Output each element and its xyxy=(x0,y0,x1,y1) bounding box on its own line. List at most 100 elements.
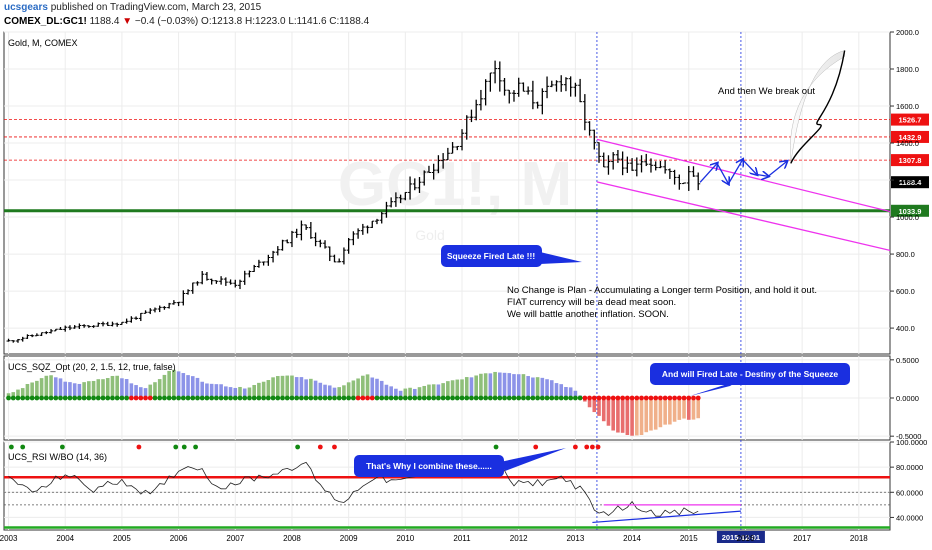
squeeze-bar xyxy=(101,379,105,398)
squeeze-dot xyxy=(454,395,460,401)
squeeze-dot xyxy=(431,395,437,401)
price-panel[interactable] xyxy=(3,31,891,355)
squeeze-bar xyxy=(143,388,148,398)
squeeze-bar xyxy=(469,377,474,398)
price-tick-label: 2000.0 xyxy=(896,28,919,37)
squeeze-dot xyxy=(95,395,101,401)
projection xyxy=(699,50,846,185)
squeeze-dot xyxy=(72,395,78,401)
rsi-signal-dot xyxy=(584,444,590,450)
squeeze-bar xyxy=(464,377,469,398)
squeeze-dot xyxy=(256,395,262,401)
squeeze-dot xyxy=(218,395,224,401)
squeeze-panel-title: UCS_SQZ_Opt (20, 2, 1.5, 12, true, false… xyxy=(8,362,176,372)
squeeze-dot xyxy=(119,395,125,401)
squeeze-dot xyxy=(572,395,578,401)
squeeze-dot xyxy=(25,395,30,401)
squeeze-dot xyxy=(412,395,418,401)
squeeze-bar xyxy=(507,373,512,398)
squeeze-dot xyxy=(695,395,701,401)
destiny-callout-text: And will Fired Late - Destiny of the Squ… xyxy=(662,369,838,379)
squeeze-bar xyxy=(356,378,360,398)
level-label: 1307.8 xyxy=(899,156,922,165)
squeeze-bar xyxy=(412,388,417,398)
squeeze-bar xyxy=(361,375,365,398)
projection-arrow xyxy=(767,161,787,177)
squeeze-bar xyxy=(483,373,488,398)
squeeze-dot xyxy=(180,395,186,401)
squeeze-dot xyxy=(473,395,479,401)
level-label-box xyxy=(891,204,929,217)
squeeze-dot xyxy=(152,395,158,401)
squeeze-dot xyxy=(350,395,356,401)
squeeze-bar xyxy=(181,373,186,398)
squeeze-dot xyxy=(544,395,550,401)
squeeze-dot xyxy=(124,395,130,401)
squeeze-bar xyxy=(370,377,375,398)
squeeze-dot xyxy=(76,395,82,401)
squeeze-dot xyxy=(261,395,267,401)
rsi-signal-dot xyxy=(20,444,26,450)
squeeze-dot xyxy=(421,395,427,401)
squeeze-bar xyxy=(233,387,238,398)
author-link[interactable]: ucsgears xyxy=(4,2,48,13)
price-tick-label: 400.0 xyxy=(896,324,915,333)
squeeze-dot xyxy=(336,395,342,401)
squeeze-bar xyxy=(549,380,554,398)
squeeze-dot xyxy=(86,395,92,401)
squeeze-bar xyxy=(82,382,86,398)
squeeze-bar xyxy=(72,383,77,398)
squeeze-bar xyxy=(616,398,620,433)
squeeze-histogram xyxy=(6,369,701,436)
squeeze-bar xyxy=(384,384,389,398)
squeeze-bar xyxy=(157,379,162,398)
squeeze-dot xyxy=(558,395,564,401)
squeeze-dot xyxy=(648,395,654,401)
squeeze-dot xyxy=(105,395,111,401)
squeeze-dot xyxy=(303,395,309,401)
squeeze-dot xyxy=(39,395,45,401)
squeeze-bar xyxy=(653,398,658,430)
squeeze-bar xyxy=(87,381,91,398)
squeeze-dot xyxy=(100,395,106,401)
squeeze-bar xyxy=(190,376,195,398)
squeeze-bar xyxy=(436,384,441,398)
rsi-tick-label: 80.0000 xyxy=(896,463,923,472)
rsi-tick-label: 100.0000 xyxy=(896,438,927,447)
squeeze-bar xyxy=(105,378,110,398)
rsi-signal-dot xyxy=(136,444,142,450)
squeeze-dot xyxy=(251,395,257,401)
squeeze-dot xyxy=(407,395,413,401)
squeeze-bar xyxy=(35,380,39,398)
rsi-signal-dot xyxy=(181,444,187,450)
squeeze-dot xyxy=(15,395,21,401)
squeeze-bar xyxy=(337,387,342,398)
projection-arrow xyxy=(727,160,742,185)
x-tick-label: 2015 xyxy=(680,534,698,543)
squeeze-bar xyxy=(597,398,601,416)
squeeze-bar xyxy=(25,383,30,398)
squeeze-bar xyxy=(516,374,521,398)
x-tick-label: 2016 xyxy=(737,534,755,543)
rsi-signal-dot xyxy=(332,444,337,450)
squeeze-bar xyxy=(162,374,167,398)
symbol-label[interactable]: COMEX_DL:GC1! xyxy=(4,16,87,27)
rsi-signal-dot xyxy=(493,444,499,450)
squeeze-dot xyxy=(464,395,470,401)
price-change: −0.4 (−0.03%) xyxy=(134,16,199,27)
x-tick-label: 2018 xyxy=(850,534,868,543)
squeeze-bar xyxy=(375,378,379,398)
squeeze-dot xyxy=(346,395,352,401)
squeeze-dot xyxy=(166,395,172,401)
squeeze-dot xyxy=(332,395,337,401)
squeeze-bar xyxy=(299,377,304,398)
last-price: 1188.4 xyxy=(89,16,120,27)
squeeze-bar xyxy=(266,380,271,398)
squeeze-dot xyxy=(634,395,640,401)
squeeze-bar xyxy=(313,380,318,398)
squeeze-bar xyxy=(294,377,299,398)
squeeze-dot xyxy=(280,395,285,401)
squeeze-bar xyxy=(630,398,634,436)
squeeze-bar xyxy=(611,398,615,431)
